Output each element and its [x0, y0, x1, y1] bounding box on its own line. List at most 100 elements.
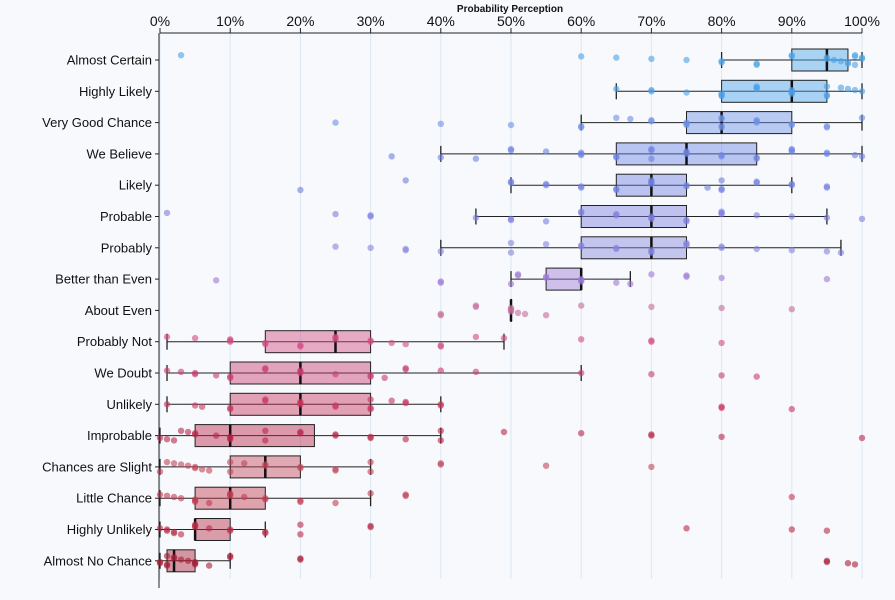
category-label: Highly Unlikely — [67, 522, 153, 537]
iqr-box — [545, 267, 582, 291]
category-label: Probably — [101, 240, 153, 255]
data-point — [788, 247, 795, 254]
data-point — [753, 119, 760, 126]
data-point — [648, 432, 655, 439]
data-point — [788, 405, 795, 413]
data-point — [578, 209, 585, 217]
data-point — [788, 121, 795, 129]
data-point — [514, 272, 522, 279]
data-point — [191, 431, 199, 438]
category-row: Highly Unlikely — [67, 518, 831, 541]
category-row: Very Good Chance — [42, 111, 866, 135]
data-point — [367, 244, 374, 251]
data-point — [823, 184, 831, 191]
data-point — [332, 499, 339, 507]
data-point — [613, 186, 620, 194]
data-point — [823, 214, 831, 221]
data-point — [683, 183, 690, 190]
category-row: We Doubt — [94, 361, 760, 385]
category-label: We Doubt — [94, 366, 152, 381]
category-row: Almost No Chance — [44, 549, 859, 573]
data-point — [163, 209, 171, 217]
x-tick-label: 40% — [427, 13, 455, 29]
category-row: Likely — [119, 173, 831, 197]
data-point — [163, 562, 171, 569]
data-point — [578, 184, 585, 191]
data-point — [297, 186, 304, 194]
data-point — [648, 371, 655, 378]
data-point — [613, 245, 620, 253]
data-point — [823, 92, 831, 100]
data-point — [613, 114, 620, 122]
data-point — [437, 343, 444, 350]
data-point — [367, 523, 374, 531]
data-point — [177, 427, 185, 434]
data-point — [437, 154, 444, 161]
data-point — [851, 61, 859, 68]
data-point — [507, 147, 515, 154]
data-point — [191, 498, 199, 505]
category-label: Almost Certain — [67, 53, 152, 68]
data-point — [177, 556, 185, 563]
category-row: Improbable — [87, 424, 866, 448]
data-point — [844, 85, 852, 93]
category-label: Likely — [119, 178, 153, 193]
data-point — [297, 464, 304, 472]
category-row: Unlikely — [106, 392, 795, 416]
data-point — [542, 182, 550, 189]
data-point — [191, 371, 199, 378]
data-point — [648, 118, 655, 125]
iqr-box — [721, 79, 828, 103]
data-point — [191, 561, 199, 568]
category-label: Probable — [100, 209, 152, 224]
data-point — [718, 115, 725, 123]
data-point — [753, 212, 760, 219]
data-point — [718, 339, 725, 347]
category-row: Almost Certain — [67, 48, 866, 72]
data-point — [830, 56, 838, 64]
data-point — [683, 218, 690, 225]
data-point — [851, 151, 859, 159]
data-point — [402, 492, 409, 499]
data-point — [578, 124, 585, 131]
data-point — [156, 560, 164, 567]
data-point — [227, 436, 234, 443]
x-tick-label: 0% — [150, 13, 170, 29]
data-point — [648, 55, 655, 62]
data-point — [683, 121, 690, 129]
data-point — [191, 464, 199, 472]
data-point — [718, 372, 725, 379]
data-point — [844, 560, 852, 567]
data-point — [163, 458, 171, 466]
data-point — [578, 278, 585, 285]
data-point — [205, 499, 213, 507]
category-row: Chances are Slight — [42, 455, 655, 479]
data-point — [262, 462, 269, 469]
data-point — [198, 466, 206, 473]
data-point — [507, 121, 515, 129]
category-label: Better than Even — [55, 272, 152, 287]
category-row: About Even — [85, 298, 795, 322]
data-point — [753, 85, 760, 93]
data-point — [367, 468, 374, 475]
data-point — [262, 496, 269, 503]
data-point — [858, 114, 866, 122]
data-point — [402, 340, 409, 348]
data-point — [718, 59, 725, 66]
data-point — [788, 306, 795, 313]
data-point — [788, 493, 795, 501]
data-point — [788, 148, 795, 155]
data-point — [718, 404, 725, 412]
data-point — [297, 343, 304, 350]
data-point — [578, 151, 585, 159]
data-point — [683, 242, 690, 249]
data-point — [837, 84, 845, 91]
data-point — [297, 369, 304, 377]
data-point — [163, 552, 171, 560]
data-point — [718, 186, 725, 194]
data-point — [718, 304, 725, 312]
x-tick-label: 20% — [286, 13, 314, 29]
data-point — [177, 52, 185, 59]
data-point — [437, 312, 444, 319]
